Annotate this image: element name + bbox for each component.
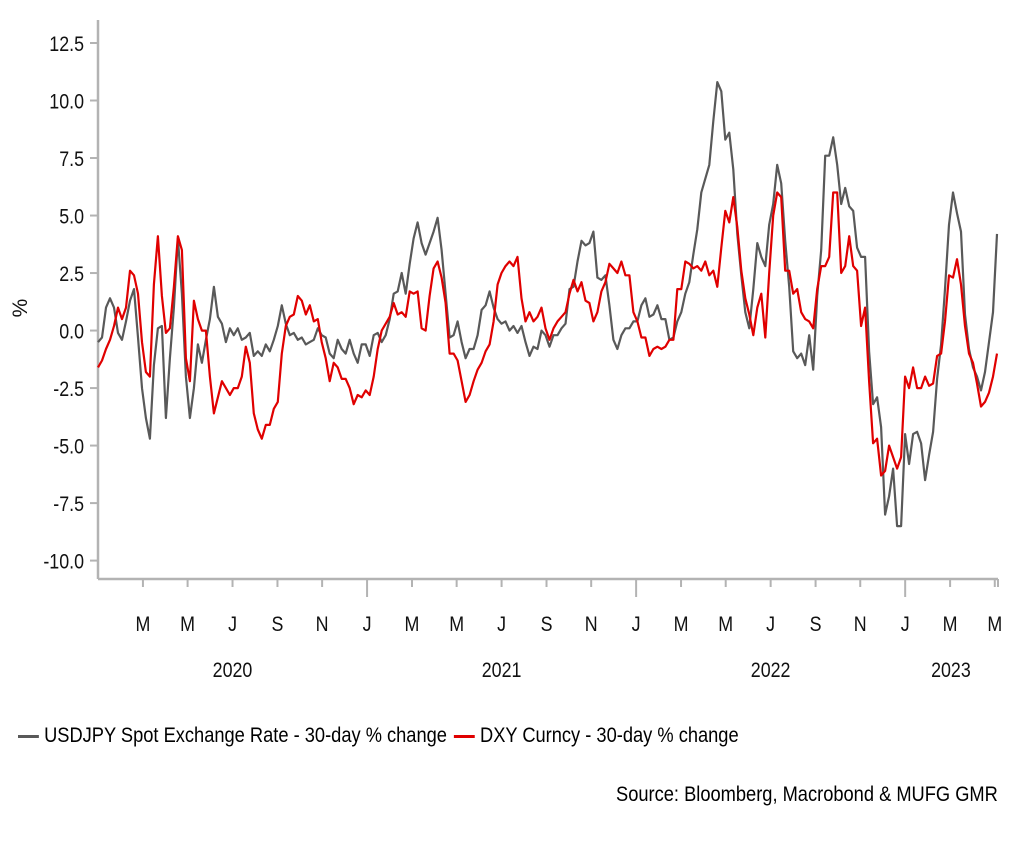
x-tick-label: J	[632, 613, 641, 637]
x-tick-label: M	[674, 613, 689, 637]
x-axis: M M J S N J M M J S N J M M J S N J M M 2020 2021 2022 2023	[98, 577, 1002, 683]
legend-swatch-dxy	[453, 734, 475, 738]
x-tick-label: M	[405, 613, 420, 637]
x-tick-label: J	[497, 613, 506, 637]
x-tick-label: J	[901, 613, 910, 637]
series-line-dxy	[97, 191, 999, 477]
x-tick-label: N	[854, 613, 867, 637]
y-tick-label: -10.0	[43, 550, 84, 574]
x-tick-label: J	[766, 613, 775, 637]
legend-item-usdjpy: USDJPY Spot Exchange Rate - 30-day % cha…	[18, 724, 447, 748]
y-tick-label: 0.0	[59, 320, 84, 344]
x-year-label: 2022	[751, 659, 791, 683]
x-tick-label: M	[718, 613, 733, 637]
x-tick-label: M	[943, 613, 958, 637]
x-year-label: 2020	[213, 659, 253, 683]
x-tick-label: S	[541, 613, 553, 637]
x-tick-label: J	[363, 613, 372, 637]
y-tick-label: -5.0	[53, 435, 84, 459]
legend-item-dxy: DXY Curncy - 30-day % change	[453, 724, 739, 748]
x-tick-label: M	[449, 613, 464, 637]
legend-label-usdjpy: USDJPY Spot Exchange Rate - 30-day % cha…	[44, 724, 447, 747]
y-axis: 12.5 10.0 7.5 5.0 2.5 0.0 -2.5 -5.0 -7.5 -10.0	[43, 20, 100, 579]
x-tick-label: N	[585, 613, 598, 637]
y-tick-label: 5.0	[59, 205, 84, 229]
x-year-label: 2023	[931, 659, 971, 683]
y-tick-label: 12.5	[49, 33, 84, 57]
x-tick-label: J	[228, 613, 237, 637]
y-axis-label: %	[9, 299, 32, 318]
source-note: Source: Bloomberg, Macrobond & MUFG GMR	[616, 783, 998, 806]
x-tick-label: M	[987, 613, 1002, 637]
x-tick-label: N	[316, 613, 329, 637]
x-tick-label: S	[810, 613, 822, 637]
legend: USDJPY Spot Exchange Rate - 30-day % cha…	[18, 720, 746, 752]
x-tick-label: S	[272, 613, 284, 637]
y-tick-label: 7.5	[59, 148, 84, 172]
x-tick-label: M	[180, 613, 195, 637]
y-tick-label: 2.5	[59, 263, 84, 287]
y-tick-label: -7.5	[53, 493, 84, 517]
x-year-label: 2021	[482, 659, 522, 683]
y-tick-label: 10.0	[49, 90, 84, 114]
series-line-usdjpy	[97, 80, 999, 528]
legend-swatch-usdjpy	[18, 734, 39, 738]
legend-label-dxy: DXY Curncy - 30-day % change	[480, 724, 739, 747]
x-tick-label: M	[136, 613, 151, 637]
y-tick-label: -2.5	[53, 378, 84, 402]
plot-lines	[97, 80, 999, 528]
